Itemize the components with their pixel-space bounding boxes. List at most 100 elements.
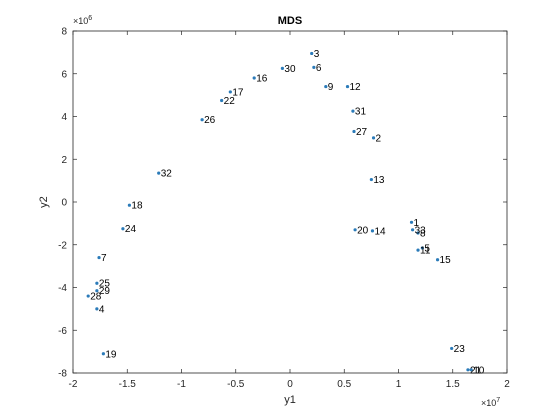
x-tick-label: 2 xyxy=(504,379,510,390)
y-tick-label: 2 xyxy=(61,155,67,166)
data-point-label: 4 xyxy=(99,304,105,315)
y-tick-label: -6 xyxy=(58,326,67,337)
data-point-label: 29 xyxy=(99,286,111,297)
data-point-label: 10 xyxy=(473,365,485,376)
data-point-label: 6 xyxy=(316,63,322,74)
data-point-marker xyxy=(127,203,132,207)
x-axis-exponent: ×107 xyxy=(481,397,500,408)
y-tick-label: -2 xyxy=(58,240,67,251)
data-point-label: 30 xyxy=(284,64,296,75)
x-tick-label: -1.5 xyxy=(119,379,137,390)
data-point-marker xyxy=(220,98,224,103)
data-point-label: 3 xyxy=(314,49,320,60)
data-point-label: 19 xyxy=(105,349,117,360)
data-point-label: 16 xyxy=(256,74,268,85)
data-point-marker xyxy=(228,90,232,94)
data-point-marker xyxy=(353,228,357,232)
data-point-label: 11 xyxy=(420,246,431,257)
x-tick-label: 1.5 xyxy=(446,379,460,390)
data-point-label: 18 xyxy=(131,201,143,212)
data-point-label: 27 xyxy=(356,127,368,138)
data-point-marker xyxy=(416,231,420,235)
data-point-label: 5 xyxy=(424,243,430,254)
data-point-marker xyxy=(95,289,99,293)
data-point-label: 20 xyxy=(357,225,369,236)
data-point-label: 32 xyxy=(161,169,173,180)
data-point-label: 2 xyxy=(376,133,382,144)
data-point-label: 9 xyxy=(328,82,334,93)
data-point-label: 8 xyxy=(420,228,426,239)
data-point-label: 33 xyxy=(415,225,427,236)
data-point-marker xyxy=(450,346,454,351)
data-point-label: 31 xyxy=(355,107,367,118)
x-axis-label: y1 xyxy=(284,394,296,406)
x-tick-label: -2 xyxy=(69,379,78,390)
data-point-marker xyxy=(466,368,470,372)
data-point-marker xyxy=(411,228,415,232)
y-tick-label: 4 xyxy=(61,112,67,123)
plot-area xyxy=(73,31,507,373)
data-point-marker xyxy=(95,281,99,285)
x-tick-labels: -2 -1.5 -1 -0.5 0 0.5 1 1.5 2 xyxy=(69,379,511,390)
data-point-label: 21 xyxy=(470,365,482,376)
data-point-marker xyxy=(416,248,420,252)
data-point-marker xyxy=(312,65,316,69)
x-tick-label: 1 xyxy=(396,379,402,390)
y-tick-label: 8 xyxy=(61,27,67,38)
data-point-label: 17 xyxy=(232,87,244,98)
data-point-marker xyxy=(95,307,99,311)
data-point-marker xyxy=(101,352,105,356)
y-axis-label: y2 xyxy=(38,196,50,208)
data-point-label: 28 xyxy=(90,292,102,303)
data-point-marker xyxy=(371,136,376,140)
x-exponent-power: 7 xyxy=(496,397,500,404)
data-point-marker xyxy=(369,177,373,182)
data-points: 1234567891011121314151617181920212223242… xyxy=(86,49,485,376)
data-point-label: 26 xyxy=(204,115,216,126)
data-point-marker xyxy=(352,129,356,134)
data-point-label: 23 xyxy=(454,344,466,355)
data-point-marker xyxy=(252,76,256,80)
y-tick-label: -8 xyxy=(58,369,67,380)
data-point-marker xyxy=(86,294,90,298)
data-point-label: 14 xyxy=(374,226,386,237)
data-point-marker xyxy=(324,84,328,89)
data-point-marker xyxy=(370,229,375,233)
x-tick-label: -1 xyxy=(177,379,186,390)
x-exponent-base: ×10 xyxy=(481,398,496,408)
data-point-marker xyxy=(351,109,355,113)
data-point-label: 25 xyxy=(99,279,111,290)
data-point-label: 15 xyxy=(440,255,452,266)
x-tick-label: 0.5 xyxy=(337,379,351,390)
axes-box xyxy=(72,30,508,374)
data-point-marker xyxy=(435,258,440,262)
data-point-marker xyxy=(420,246,424,250)
y-tick-label: 6 xyxy=(61,69,67,80)
data-point-label: 13 xyxy=(373,175,385,186)
data-point-marker xyxy=(97,255,101,260)
chart-title: MDS xyxy=(278,15,302,27)
data-point-marker xyxy=(200,118,204,122)
data-point-marker xyxy=(409,220,414,224)
data-point-label: 12 xyxy=(350,82,362,93)
data-point-marker xyxy=(280,66,285,71)
data-point-marker xyxy=(157,171,161,175)
axes-frame xyxy=(72,30,508,374)
data-point-label: 7 xyxy=(101,253,107,264)
y-exponent-power: 6 xyxy=(88,15,92,22)
x-tick-label: 0 xyxy=(287,379,293,390)
data-point-label: 24 xyxy=(125,224,137,235)
data-point-label: 1 xyxy=(414,218,420,229)
data-point-marker xyxy=(121,227,125,231)
y-tick-label: 0 xyxy=(61,198,67,209)
x-tick-label: -0.5 xyxy=(227,379,245,390)
data-point-marker xyxy=(345,84,350,89)
data-point-marker xyxy=(469,368,473,372)
y-axis-exponent: ×106 xyxy=(73,15,92,26)
y-tick-labels: -8 -6 -4 -2 0 2 4 6 8 xyxy=(58,27,67,380)
y-tick-label: -4 xyxy=(58,283,67,294)
data-point-marker xyxy=(310,51,314,56)
y-exponent-base: ×10 xyxy=(73,16,88,26)
data-point-label: 22 xyxy=(224,96,236,107)
